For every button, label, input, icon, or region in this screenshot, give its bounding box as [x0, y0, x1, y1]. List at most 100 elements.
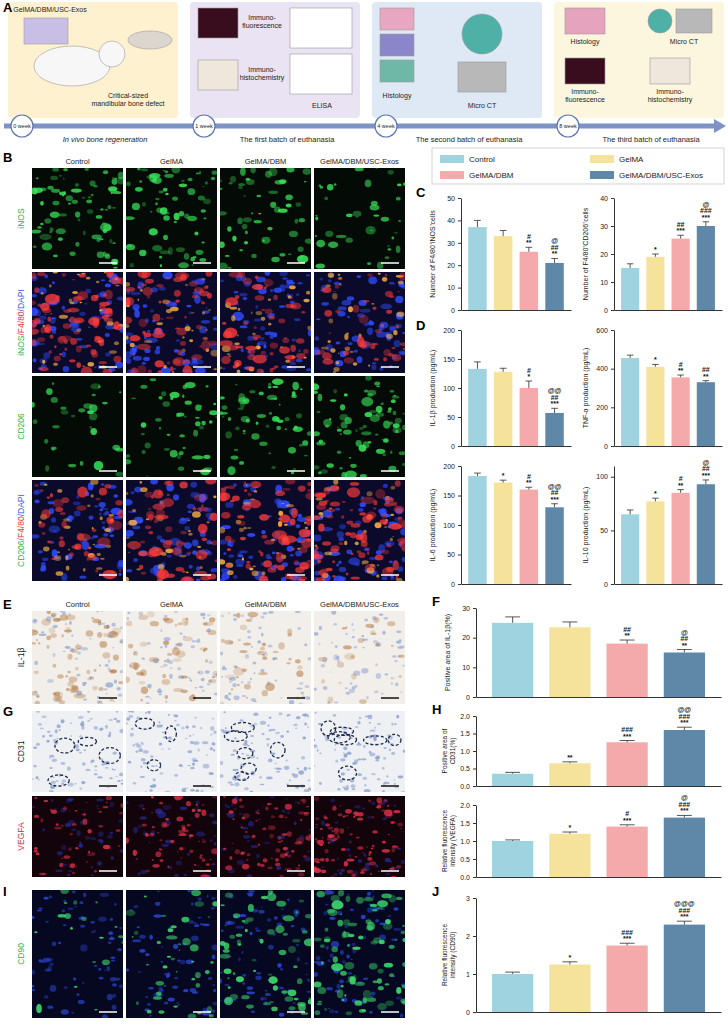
- texture-spot: [381, 550, 389, 555]
- texture-spot: [397, 184, 402, 187]
- texture-spot: [185, 284, 188, 285]
- texture-spot: [220, 492, 230, 501]
- texture-spot: [79, 576, 86, 579]
- texture-spot: [113, 191, 121, 194]
- texture-spot: [143, 357, 150, 361]
- texture-spot: [293, 468, 297, 470]
- texture-spot: [222, 416, 225, 418]
- texture-spot: [60, 512, 66, 515]
- row-label-part: /DAPI: [16, 494, 26, 516]
- texture-spot: [377, 564, 380, 566]
- row-label-part: CD206: [16, 413, 26, 440]
- texture-spot: [50, 313, 52, 314]
- texture-spot: [94, 505, 98, 507]
- texture-spot: [164, 615, 168, 617]
- stage-item: Micro CT: [468, 102, 497, 109]
- week-marker: [193, 115, 215, 137]
- texture-spot: [326, 515, 333, 519]
- panel-label: A: [3, 0, 13, 15]
- texture-spot: [77, 674, 81, 677]
- texture-spot: [168, 247, 173, 255]
- texture-spot: [314, 515, 321, 520]
- texture-spot: [340, 433, 342, 435]
- texture-spot: [403, 183, 405, 186]
- texture-spot: [170, 667, 172, 669]
- micrograph: [220, 272, 311, 373]
- texture-spot: [150, 309, 155, 312]
- figure: GelMA/DBM/USC-ExosCritical-sizedmandibul…: [0, 0, 728, 1029]
- texture-spot: [220, 412, 228, 415]
- scale-bar: [381, 574, 399, 576]
- texture-spot: [137, 286, 140, 289]
- texture-spot: [274, 288, 282, 293]
- texture-spot: [205, 385, 208, 387]
- micrograph-bg: [220, 168, 311, 269]
- texture-spot: [103, 633, 108, 638]
- texture-spot: [90, 349, 96, 355]
- texture-spot: [99, 361, 107, 364]
- texture-spot: [118, 681, 123, 684]
- illustration: [290, 54, 352, 94]
- texture-spot: [100, 223, 111, 232]
- texture-spot: [233, 575, 238, 579]
- texture-spot: [192, 264, 194, 266]
- texture-spot: [126, 577, 129, 581]
- texture-spot: [357, 356, 363, 363]
- texture-spot: [203, 218, 206, 220]
- texture-spot: [177, 667, 181, 670]
- texture-spot: [101, 279, 105, 281]
- texture-spot: [199, 288, 204, 292]
- micrograph: [32, 611, 123, 704]
- texture-spot: [402, 332, 405, 334]
- texture-spot: [126, 492, 128, 495]
- texture-spot: [373, 507, 376, 509]
- texture-spot: [126, 244, 135, 250]
- texture-spot: [156, 569, 165, 580]
- texture-spot: [184, 526, 190, 530]
- texture-spot: [295, 524, 300, 528]
- texture-spot: [207, 293, 212, 299]
- texture-spot: [154, 519, 158, 524]
- texture-spot: [172, 197, 178, 201]
- texture-spot: [220, 188, 222, 190]
- texture-spot: [55, 507, 63, 512]
- texture-spot: [330, 548, 339, 553]
- texture-spot: [176, 328, 186, 336]
- texture-spot: [238, 183, 245, 186]
- texture-spot: [132, 526, 140, 530]
- texture-spot: [213, 317, 217, 320]
- texture-spot: [97, 553, 101, 556]
- texture-spot: [294, 318, 300, 321]
- texture-spot: [43, 325, 45, 328]
- texture-spot: [207, 683, 211, 685]
- texture-spot: [243, 321, 248, 326]
- texture-spot: [108, 280, 111, 282]
- texture-spot: [168, 300, 170, 302]
- texture-spot: [377, 449, 380, 451]
- texture-spot: [254, 319, 261, 322]
- week-label: 4 week: [377, 123, 395, 129]
- texture-spot: [75, 658, 79, 660]
- texture-spot: [143, 287, 153, 296]
- texture-spot: [220, 559, 225, 564]
- texture-spot: [402, 521, 405, 528]
- texture-spot: [88, 317, 99, 325]
- micrograph-bg: [220, 376, 311, 477]
- texture-spot: [373, 306, 377, 310]
- texture-spot: [382, 277, 387, 282]
- illustration: [198, 60, 238, 90]
- texture-spot: [267, 395, 277, 400]
- texture-spot: [199, 425, 204, 429]
- texture-spot: [109, 350, 117, 354]
- texture-spot: [32, 642, 36, 645]
- texture-spot: [153, 489, 164, 498]
- texture-spot: [165, 526, 172, 532]
- texture-spot: [268, 383, 271, 386]
- texture-spot: [46, 388, 53, 395]
- texture-spot: [74, 317, 85, 323]
- texture-spot: [155, 198, 159, 201]
- texture-spot: [243, 527, 246, 530]
- texture-spot: [213, 328, 217, 331]
- texture-spot: [350, 532, 356, 538]
- texture-spot: [279, 272, 287, 276]
